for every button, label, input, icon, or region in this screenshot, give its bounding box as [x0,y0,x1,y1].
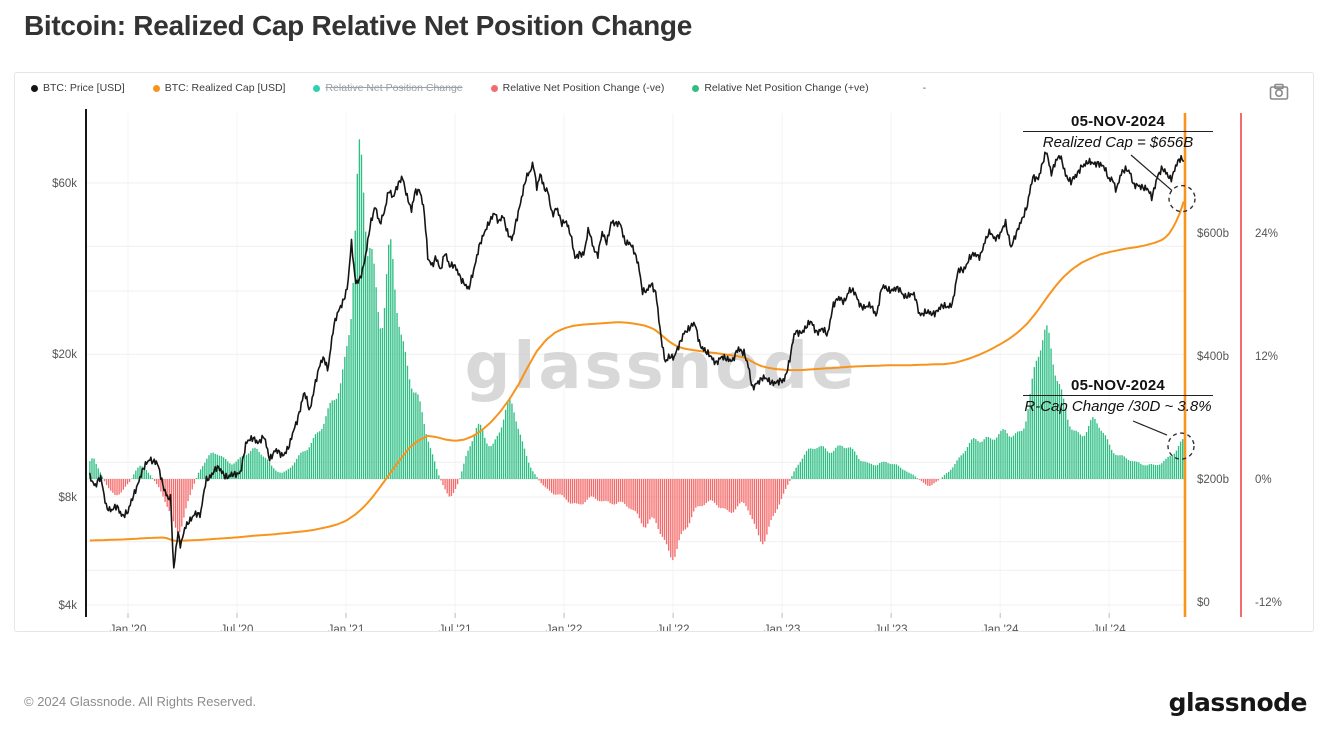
x-tick-label: Jan '21 [328,624,365,631]
legend-label: BTC: Price [USD] [43,82,125,94]
x-tick-label: Jul '23 [875,624,908,631]
price-tick-label: $8k [58,492,77,504]
legend-dot-icon [152,84,160,92]
annotation-date: 05-NOV-2024 [1023,113,1213,132]
x-tick-label: Jan '22 [546,624,583,631]
annotation-realized-cap: 05-NOV-2024 Realized Cap = $656B [1023,113,1213,151]
camera-icon[interactable] [1269,83,1291,101]
realized-cap-tick-label: $400b [1197,351,1229,363]
glassnode-watermark: glassnode [465,330,858,404]
percent-tick-label: 0% [1255,474,1272,486]
net-position-negative-bars [103,479,939,561]
price-tick-label: $20k [52,349,77,361]
legend-label: Relative Net Position Change (+ve) [704,82,869,94]
legend-item-3[interactable]: Relative Net Position Change (-ve) [490,82,665,94]
copyright-text: © 2024 Glassnode. All Rights Reserved. [24,694,257,709]
chart-legend: BTC: Price [USD] BTC: Realized Cap [USD] R… [31,82,926,94]
annotation-connector [1132,420,1168,436]
realized-cap-line [89,201,1185,542]
x-tick-label: Jul '24 [1093,624,1126,631]
x-tick-label: Jul '22 [657,624,690,631]
chart-card: BTC: Price [USD] BTC: Realized Cap [USD] R… [14,72,1314,632]
legend-item-0[interactable]: BTC: Price [USD] [31,82,125,94]
x-tick-label: Jan '20 [110,624,147,631]
annotation-detail: Realized Cap = $656B [1042,134,1194,151]
x-tick-label: Jan '23 [764,624,801,631]
legend-item-2[interactable]: Relative Net Position Change [313,82,463,94]
percent-tick-label: 24% [1255,228,1278,240]
legend-label: Relative Net Position Change [325,82,463,94]
x-tick-label: Jul '21 [439,624,472,631]
x-tick-label: Jul '20 [221,624,254,631]
realized-cap-tick-label: $0 [1197,597,1210,609]
legend-dot-icon [31,84,38,92]
annotation-date: 05-NOV-2024 [1023,377,1213,396]
annotation-detail: R-Cap Change /30D ~ 3.8% [1024,398,1212,415]
x-tick-label: Jan '24 [982,624,1019,631]
btc-price-line [89,151,1185,569]
realized-cap-end-circle [1168,184,1196,213]
legend-dot-icon [313,84,321,92]
price-tick-label: $4k [58,600,77,612]
page-title: Bitcoin: Realized Cap Relative Net Posit… [24,10,693,41]
percent-tick-label: 12% [1255,351,1278,363]
realized-cap-tick-label: $600b [1197,228,1229,240]
legend-empty-item[interactable]: - [922,82,927,94]
realized-cap-tick-label: $200b [1197,474,1229,486]
legend-dot-icon [692,84,700,92]
chart-canvas[interactable]: glassnode $60k $20k $8k $4k $600b $400b $200b $0… [15,73,1313,631]
legend-item-4[interactable]: Relative Net Position Change (+ve) [692,82,869,94]
legend-label: Relative Net Position Change (-ve) [502,82,665,94]
glassnode-logo: glassnode [1168,688,1308,717]
price-tick-label: $60k [52,178,77,190]
net-position-positive-bars [89,139,1184,480]
legend-item-1[interactable]: BTC: Realized Cap [USD] [152,82,286,94]
annotation-rcap-change: 05-NOV-2024 R-Cap Change /30D ~ 3.8% [1023,377,1213,415]
net-position-end-circle [1167,432,1195,460]
legend-label: BTC: Realized Cap [USD] [164,82,286,94]
annotation-connector [1130,154,1173,192]
percent-tick-label: -12% [1255,597,1282,609]
legend-dot-icon [490,84,498,92]
